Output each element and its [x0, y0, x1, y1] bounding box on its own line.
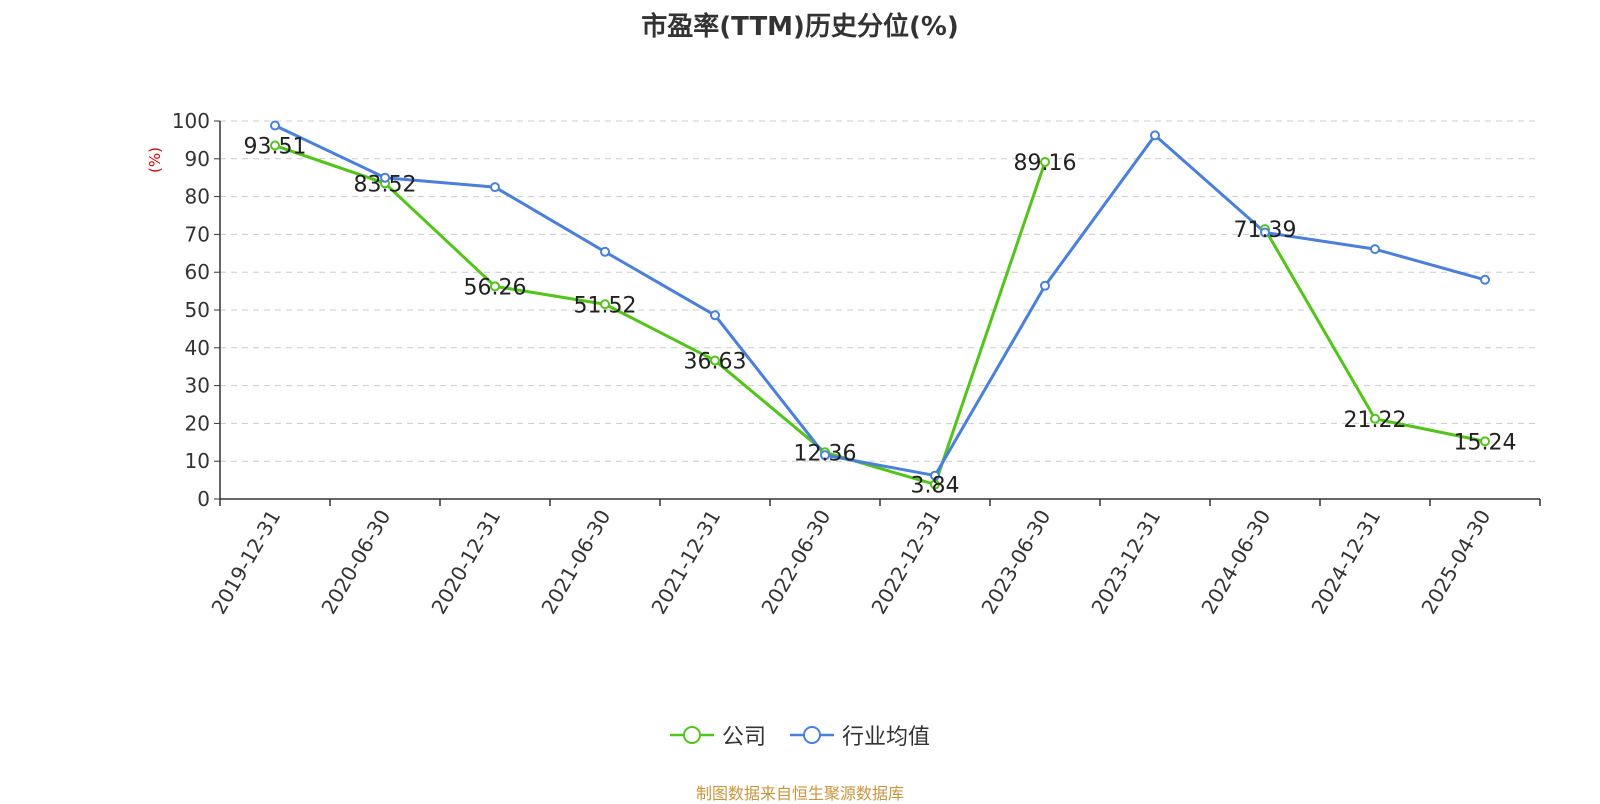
data-label: 89.16 [1014, 151, 1077, 176]
y-tick-label: 0 [197, 487, 210, 511]
data-point-1 [270, 120, 280, 131]
y-tick-label: 20 [185, 411, 210, 435]
grid-lines [220, 120, 1540, 462]
data-point-1 [1260, 227, 1270, 238]
data-point-1 [930, 470, 940, 481]
y-axis-label: (%) [146, 147, 164, 173]
data-point-0 [490, 281, 500, 292]
y-tick-label: 10 [185, 449, 210, 473]
legend-item-industry[interactable]: 行业均值 [790, 719, 930, 751]
legend: 公司 行业均值 [0, 720, 1600, 750]
y-tick-label: 40 [185, 336, 210, 360]
y-tick-label: 50 [185, 298, 210, 322]
x-tick-label: 2024-06-30 [1196, 506, 1275, 619]
legend-label-industry: 行业均值 [842, 725, 931, 750]
data-point-0 [710, 355, 720, 366]
x-tick-label: 2021-06-30 [536, 506, 615, 619]
legend-marker-company [669, 726, 714, 744]
data-label: 12.36 [794, 441, 857, 466]
source-note: 制图数据来自恒生聚源数据库 [695, 784, 904, 803]
series-line-1 [274, 124, 1486, 478]
chart-title: 市盈率(TTM)历史分位(%) [641, 12, 959, 42]
data-point-0 [1370, 413, 1380, 424]
data-point-1 [490, 182, 500, 193]
data-label: 93.51 [244, 135, 307, 160]
series-points [270, 120, 1490, 490]
legend-item-company[interactable]: 公司 [669, 719, 766, 751]
series-lines [274, 124, 1486, 486]
x-tick-label: 2020-12-31 [426, 506, 505, 619]
data-label: 56.26 [464, 275, 527, 300]
data-label: 21.22 [1344, 408, 1407, 433]
data-point-1 [1150, 130, 1160, 141]
y-tick-label: 80 [185, 185, 210, 209]
x-tick-label: 2025-04-30 [1416, 506, 1495, 619]
data-point-1 [1480, 274, 1490, 285]
x-tick-label: 2023-06-30 [976, 506, 1055, 619]
y-tick-label: 90 [185, 147, 210, 171]
x-tick-label: 2024-12-31 [1306, 506, 1385, 619]
legend-marker-industry [790, 726, 834, 744]
data-point-0 [1040, 156, 1050, 167]
y-tick-label: 70 [185, 222, 210, 246]
data-point-1 [1040, 280, 1050, 291]
series-line-0 [274, 144, 1047, 486]
x-tick-label: 2022-06-30 [756, 506, 835, 619]
data-label: 3.84 [911, 473, 960, 498]
x-tick-label: 2023-12-31 [1086, 506, 1165, 619]
y-tick-label: 100 [172, 109, 210, 133]
data-point-1 [710, 310, 720, 321]
x-tick-label: 2020-06-30 [316, 506, 395, 619]
data-label: 51.52 [574, 293, 637, 318]
legend-label-company: 公司 [721, 725, 766, 750]
y-tick-label: 60 [185, 260, 210, 284]
data-point-0 [1480, 436, 1490, 447]
data-labels: 93.51 83.52 56.26 51.52 36.63 12.36 3.84 89.16 7… [244, 135, 1517, 499]
data-point-1 [1370, 244, 1380, 255]
data-point-1 [380, 172, 390, 183]
x-tick-label: 2019-12-31 [206, 506, 285, 619]
data-point-1 [820, 450, 830, 461]
data-point-1 [600, 246, 610, 257]
data-point-0 [600, 299, 610, 310]
data-label: 83.52 [354, 172, 417, 197]
data-point-0 [270, 140, 280, 151]
data-label: 36.63 [684, 350, 747, 375]
y-tick-label: 30 [185, 374, 210, 398]
data-label: 71.39 [1234, 218, 1297, 243]
data-label: 15.24 [1454, 430, 1517, 455]
x-tick-label: 2022-12-31 [866, 506, 945, 619]
x-tick-label: 2021-12-31 [646, 506, 725, 619]
